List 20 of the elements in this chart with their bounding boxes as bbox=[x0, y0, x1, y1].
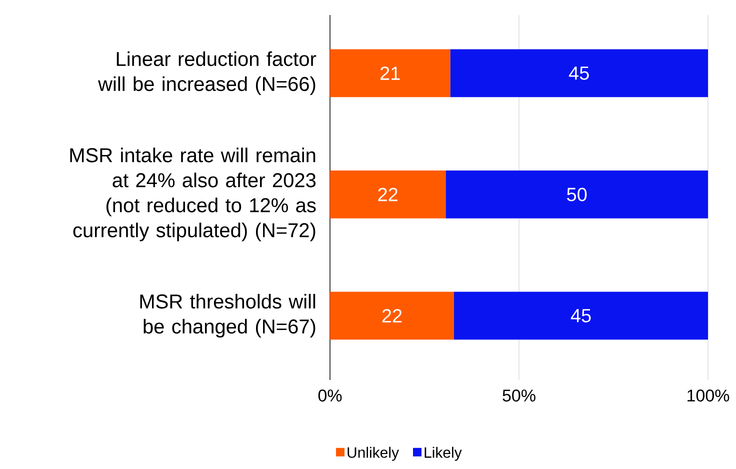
bar bbox=[330, 49, 450, 98]
x-tick-label: 0% bbox=[318, 390, 342, 402]
bar bbox=[330, 170, 446, 218]
x-tick-label: 100% bbox=[688, 390, 730, 402]
bar bbox=[450, 49, 708, 98]
bar bbox=[446, 170, 708, 218]
y-tick-label: MSR intake rate will remain at 24% also after 2023 (not reduced to 12% as currently stipulated) (N=72) bbox=[70, 148, 316, 242]
legend-label: Likely bbox=[424, 446, 462, 461]
x-tick-label: 50% bbox=[502, 390, 536, 402]
annotation: 45 bbox=[568, 66, 589, 80]
annotation: 50 bbox=[567, 188, 587, 202]
annotation: 22 bbox=[382, 309, 402, 322]
bar bbox=[454, 292, 708, 340]
annotation: 22 bbox=[378, 188, 398, 202]
y-tick-label: MSR thresholds will be changed (N=67) bbox=[140, 294, 316, 338]
annotation: 21 bbox=[380, 66, 400, 80]
bar bbox=[330, 292, 454, 340]
y-tick-label: Linear reduction factor will be increased (N=66) bbox=[98, 51, 316, 96]
annotation: 45 bbox=[570, 309, 591, 322]
legend-label: Unlikely bbox=[348, 446, 399, 461]
